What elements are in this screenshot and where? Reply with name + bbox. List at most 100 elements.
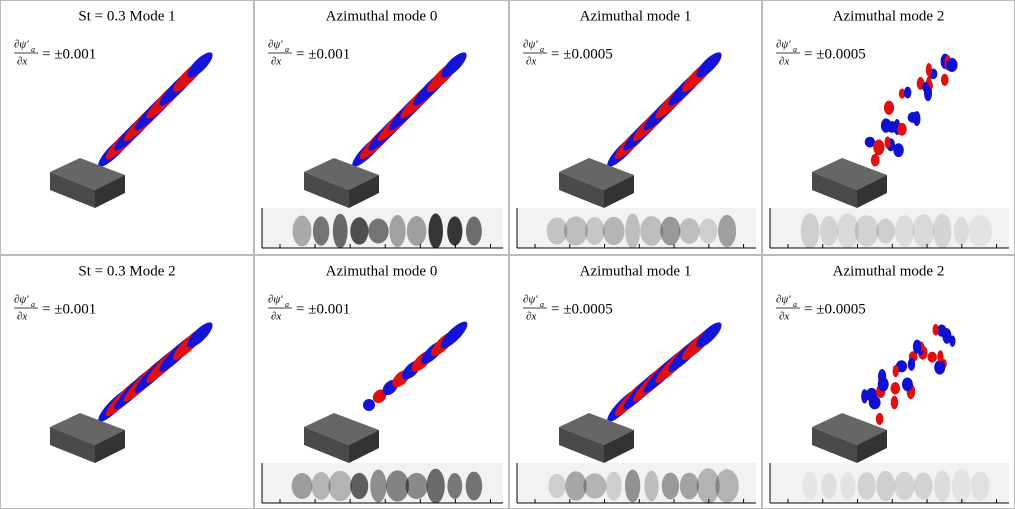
isosurface xyxy=(187,52,213,78)
fraction-numerator: ∂ψ′ xyxy=(776,39,791,51)
contour-blob xyxy=(565,471,587,501)
panel: St = 0.3 Mode 2 ∂ψ′ a ∂x = ±0.001 xyxy=(0,255,254,509)
isosurface xyxy=(937,350,944,363)
body-front xyxy=(50,427,95,463)
fraction-denominator: ∂x xyxy=(779,311,789,323)
body-top xyxy=(812,413,887,445)
fraction-numerator: ∂ψ′ xyxy=(523,39,538,51)
isosurface xyxy=(912,339,922,354)
contour-blob xyxy=(332,213,348,249)
contour-blob xyxy=(602,216,625,246)
contour-blob xyxy=(447,216,463,246)
isosurface xyxy=(873,139,885,156)
body-top xyxy=(559,413,634,445)
contour-blob xyxy=(660,216,681,246)
fraction-numerator: ∂ψ′ xyxy=(523,294,538,306)
body-front xyxy=(304,427,349,463)
panel: Azimuthal mode 0 ∂ψ′ a ∂x = ±0.001 xyxy=(254,0,509,255)
contour-blob xyxy=(548,473,566,499)
isosurface xyxy=(363,399,375,411)
contour-blob xyxy=(428,213,443,249)
body-side xyxy=(604,430,634,463)
contour-blob xyxy=(698,218,718,244)
contour-blob xyxy=(405,472,428,500)
contour-blob xyxy=(953,216,969,246)
contour-blob xyxy=(624,469,641,503)
fraction-subscript: a xyxy=(540,300,544,309)
fraction-denominator: ∂x xyxy=(526,311,536,323)
contour-blob xyxy=(968,215,993,247)
fraction-numerator: ∂ψ′ xyxy=(268,294,283,306)
contour-blob xyxy=(426,468,445,504)
body-top xyxy=(812,158,887,190)
contour-blob xyxy=(679,218,700,244)
contour-blob xyxy=(821,473,837,499)
contour-blob xyxy=(854,215,879,247)
contour-blob xyxy=(840,472,856,500)
isosurface xyxy=(441,52,467,78)
fraction-numerator: ∂ψ′ xyxy=(268,39,283,51)
contour-blob xyxy=(389,214,406,248)
fraction-subscript: a xyxy=(793,300,797,309)
fraction-subscript: a xyxy=(540,45,544,54)
isosurface xyxy=(903,86,912,99)
isosurface xyxy=(901,377,913,392)
isosurface xyxy=(870,153,880,167)
panel-title: Azimuthal mode 2 xyxy=(833,8,945,24)
contour-blob xyxy=(876,470,895,502)
fraction-denominator: ∂x xyxy=(271,311,281,323)
body-top xyxy=(50,413,125,445)
panel-border xyxy=(509,0,762,255)
fraction-denominator: ∂x xyxy=(779,56,789,68)
fraction-denominator: ∂x xyxy=(526,56,536,68)
contour-blob xyxy=(465,471,483,501)
level: = ±0.0005 xyxy=(804,46,866,62)
body-side xyxy=(95,430,125,463)
isosurface xyxy=(932,323,939,336)
level: = ±0.0005 xyxy=(551,46,613,62)
contour-blob xyxy=(715,469,739,503)
panel-title: St = 0.3 Mode 1 xyxy=(78,8,175,24)
fraction-subscript: a xyxy=(285,300,289,309)
isosurface xyxy=(934,360,946,375)
contour-blob xyxy=(857,472,876,500)
isosurface xyxy=(696,52,722,78)
contour-blob xyxy=(836,213,859,249)
body-front xyxy=(812,172,857,208)
contour-blob xyxy=(661,472,680,500)
fraction-numerator: ∂ψ′ xyxy=(776,294,791,306)
isosurface xyxy=(898,88,906,99)
contour-blob xyxy=(894,471,915,501)
panel: Azimuthal mode 2 ∂ψ′ a ∂x = ±0.0005 xyxy=(762,0,1015,255)
contour-blob xyxy=(563,216,588,246)
contour-blob xyxy=(625,213,640,249)
panel: Azimuthal mode 0 ∂ψ′ a ∂x = ±0.001 xyxy=(254,255,509,509)
contour-blob xyxy=(819,216,838,246)
contour-blob xyxy=(934,470,951,502)
isosurface xyxy=(886,121,898,133)
panel-title: Azimuthal mode 0 xyxy=(326,8,438,24)
fraction-denominator: ∂x xyxy=(271,56,281,68)
isosurface xyxy=(864,136,876,148)
contour-blob xyxy=(894,215,915,247)
isosurface xyxy=(907,111,919,123)
isosurface xyxy=(922,81,929,93)
body-side xyxy=(349,430,379,463)
panel-title: St = 0.3 Mode 2 xyxy=(78,263,175,279)
contour-blob xyxy=(696,468,720,504)
isosurface xyxy=(884,136,891,149)
isosurface xyxy=(893,143,904,158)
contour-blob xyxy=(292,215,312,247)
isosurface xyxy=(868,395,881,410)
contour-blob xyxy=(368,218,389,244)
contour-blob xyxy=(640,216,663,246)
body-side xyxy=(857,175,887,208)
panel-border xyxy=(0,255,254,509)
isosurface xyxy=(696,322,722,348)
contour-strip xyxy=(262,463,503,503)
contour-blob xyxy=(311,472,331,500)
isosurface xyxy=(372,389,387,404)
contour-blob xyxy=(912,214,935,248)
panel-title: Azimuthal mode 1 xyxy=(580,263,692,279)
level: = ±0.001 xyxy=(42,301,96,317)
